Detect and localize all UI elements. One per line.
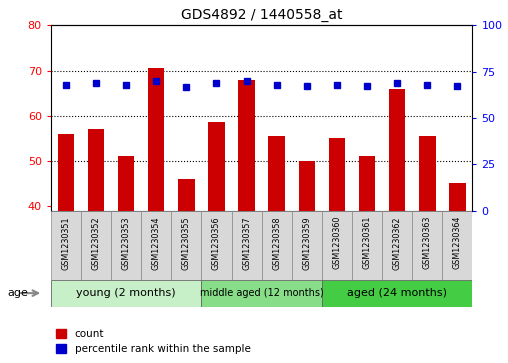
FancyBboxPatch shape	[322, 211, 352, 280]
Title: GDS4892 / 1440558_at: GDS4892 / 1440558_at	[181, 8, 342, 22]
FancyBboxPatch shape	[171, 211, 201, 280]
FancyBboxPatch shape	[352, 211, 382, 280]
Text: GSM1230362: GSM1230362	[393, 216, 402, 270]
Text: age: age	[8, 288, 28, 298]
Text: GSM1230355: GSM1230355	[182, 216, 191, 270]
FancyBboxPatch shape	[382, 211, 412, 280]
Text: GSM1230358: GSM1230358	[272, 216, 281, 270]
Bar	[449, 183, 466, 211]
FancyBboxPatch shape	[412, 211, 442, 280]
Bar	[329, 138, 345, 211]
Text: GSM1230357: GSM1230357	[242, 216, 251, 270]
FancyBboxPatch shape	[232, 211, 262, 280]
FancyBboxPatch shape	[81, 211, 111, 280]
FancyBboxPatch shape	[262, 211, 292, 280]
Text: GSM1230361: GSM1230361	[363, 216, 371, 269]
FancyBboxPatch shape	[201, 211, 232, 280]
Text: GSM1230359: GSM1230359	[302, 216, 311, 270]
Bar	[201, 280, 322, 307]
FancyBboxPatch shape	[292, 211, 322, 280]
Bar	[88, 129, 104, 211]
Bar	[208, 122, 225, 211]
Text: GSM1230354: GSM1230354	[152, 216, 161, 270]
Bar	[359, 156, 375, 211]
Text: GSM1230363: GSM1230363	[423, 216, 432, 269]
FancyBboxPatch shape	[111, 211, 141, 280]
Bar	[51, 280, 201, 307]
Bar	[57, 134, 74, 211]
Text: GSM1230364: GSM1230364	[453, 216, 462, 269]
FancyBboxPatch shape	[51, 211, 81, 280]
Bar	[148, 68, 165, 211]
Text: GSM1230360: GSM1230360	[332, 216, 341, 269]
Text: aged (24 months): aged (24 months)	[347, 288, 447, 298]
Text: young (2 months): young (2 months)	[76, 288, 176, 298]
Text: GSM1230352: GSM1230352	[91, 216, 101, 270]
Text: middle aged (12 months): middle aged (12 months)	[200, 288, 324, 298]
Bar	[419, 136, 435, 211]
Bar	[268, 136, 285, 211]
Legend: count, percentile rank within the sample: count, percentile rank within the sample	[56, 329, 250, 354]
Bar	[238, 79, 255, 211]
FancyBboxPatch shape	[442, 211, 472, 280]
Bar	[322, 280, 472, 307]
Bar	[118, 156, 135, 211]
Text: GSM1230351: GSM1230351	[61, 216, 71, 270]
FancyBboxPatch shape	[141, 211, 171, 280]
Text: GSM1230353: GSM1230353	[121, 216, 131, 270]
Bar	[299, 161, 315, 211]
Text: GSM1230356: GSM1230356	[212, 216, 221, 270]
Bar	[389, 89, 405, 211]
Bar	[178, 179, 195, 211]
